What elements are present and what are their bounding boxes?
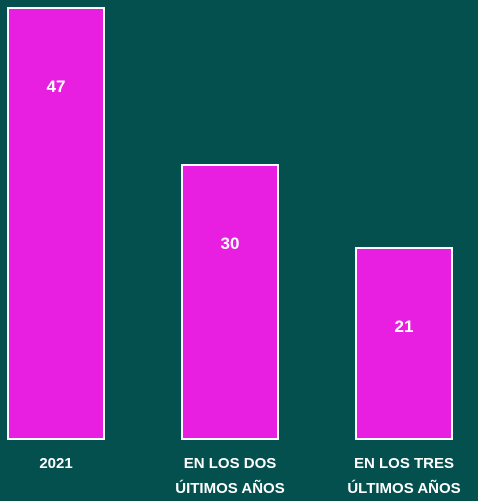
data-label: 21: [394, 316, 414, 336]
bar: [7, 7, 105, 440]
x-tick-label: 2021: [39, 455, 73, 472]
data-label: 47: [46, 77, 66, 96]
data-label: 30: [220, 233, 240, 253]
x-tick-label: EN LOS TRES ÚLTIMOS AÑOS: [347, 455, 461, 497]
bar: [181, 163, 279, 440]
x-tick-label: EN LOS DOS ÚITIMOS AÑOS: [175, 455, 285, 497]
bar: [355, 246, 453, 440]
